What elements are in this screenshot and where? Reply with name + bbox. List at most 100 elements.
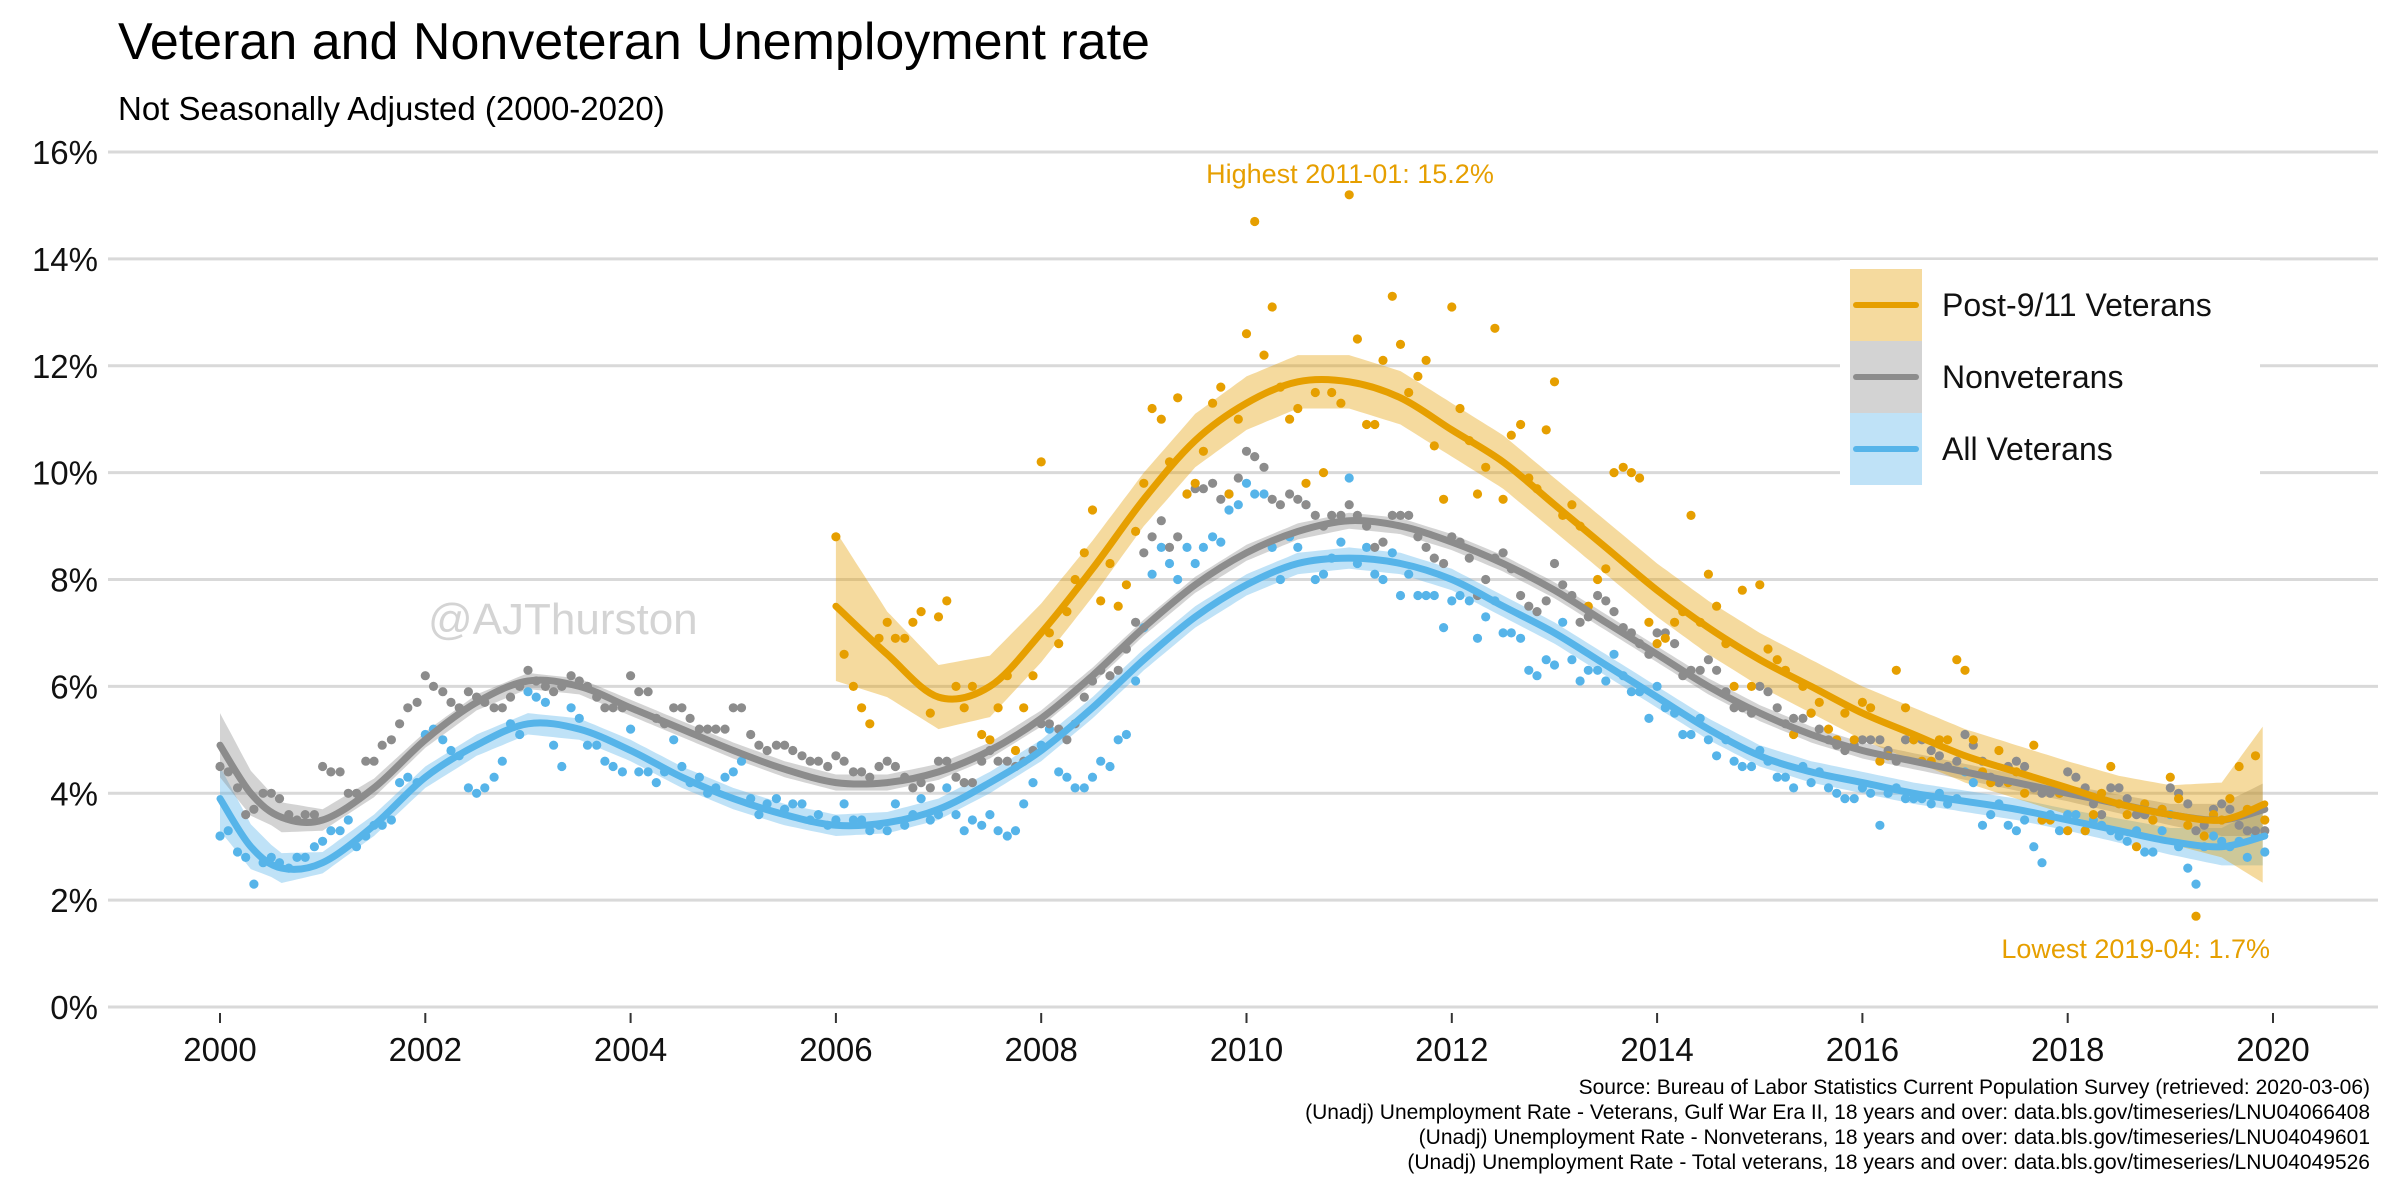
data-point (1609, 468, 1619, 478)
data-point (1105, 558, 1115, 569)
data-point (2260, 826, 2270, 836)
data-point (1208, 478, 1218, 488)
y-axis-ticks: 0% 2% 4% 6% 8% 10% 12% 14% 16% (32, 134, 98, 1026)
data-point (1395, 590, 1406, 601)
data-point (1275, 500, 1285, 510)
data-point (403, 703, 413, 713)
data-point (1670, 639, 1680, 649)
data-point (1131, 617, 1141, 627)
data-point (1293, 494, 1303, 504)
data-point (2063, 826, 2073, 836)
data-point (857, 767, 867, 777)
data-point (223, 826, 233, 836)
data-point (1139, 548, 1149, 558)
data-point (1208, 532, 1218, 542)
data-point (1198, 542, 1208, 553)
data-point (1806, 778, 1816, 788)
y-tick-label: 8% (50, 562, 98, 599)
data-point (1609, 649, 1619, 659)
data-point (703, 724, 713, 734)
data-point (1464, 553, 1474, 563)
data-point (762, 745, 772, 756)
data-point (523, 665, 533, 675)
data-point (549, 740, 559, 750)
data-point (1352, 334, 1362, 344)
chart-subtitle: Not Seasonally Adjusted (2000-2020) (118, 90, 665, 127)
data-point (1002, 756, 1012, 766)
data-point (600, 756, 610, 766)
data-point (1601, 596, 1611, 606)
data-point (428, 681, 439, 692)
data-point (916, 794, 926, 804)
data-point (318, 836, 328, 846)
data-point (1516, 633, 1526, 643)
y-tick-label: 4% (50, 775, 98, 812)
data-point (1344, 473, 1354, 483)
data-point (2088, 810, 2098, 820)
data-point (1285, 489, 1295, 499)
data-point (1541, 425, 1551, 435)
data-point (1644, 713, 1654, 724)
data-point (497, 756, 507, 766)
data-point (497, 703, 507, 713)
source-notes: Source: Bureau of Labor Statistics Curre… (1305, 1075, 2370, 1175)
data-point (2234, 820, 2244, 830)
data-point (2165, 772, 2175, 782)
data-point (728, 703, 738, 713)
data-point (1208, 398, 1218, 408)
data-point (1413, 590, 1423, 601)
data-point (1934, 751, 1944, 761)
data-point (848, 767, 859, 777)
data-point (959, 826, 969, 836)
data-point (1019, 799, 1029, 809)
data-point (2020, 788, 2030, 798)
data-point (617, 767, 628, 777)
data-point (472, 788, 482, 798)
data-point (1079, 548, 1089, 558)
data-point (908, 617, 918, 627)
data-point (1857, 697, 1867, 708)
data-point (600, 703, 610, 713)
annotation-label: Lowest 2019-04: 1.7% (2001, 934, 2270, 964)
data-point (1849, 794, 1859, 804)
data-point (1994, 745, 2004, 756)
data-point (1378, 537, 1388, 547)
data-point (1087, 772, 1098, 782)
data-point (916, 607, 926, 617)
data-point (694, 772, 705, 782)
data-point (1044, 719, 1054, 729)
data-point (1498, 548, 1508, 558)
data-point (2011, 826, 2021, 836)
data-point (977, 820, 987, 830)
data-point (1293, 542, 1303, 553)
data-point (1652, 639, 1662, 649)
legend-label: Post-9/11 Veterans (1942, 287, 2212, 323)
data-point (1028, 671, 1038, 681)
source-line: (Unadj) Unemployment Rate - Total vetera… (1407, 1151, 2370, 1174)
data-point (1772, 772, 1782, 782)
data-point (839, 649, 849, 659)
data-point (1763, 644, 1773, 654)
data-point (711, 724, 721, 734)
data-point (1010, 826, 1021, 836)
data-point (754, 810, 764, 820)
data-point (643, 687, 653, 697)
y-tick-label: 16% (32, 134, 98, 171)
data-point (1310, 574, 1320, 585)
data-point (1652, 681, 1662, 692)
data-point (805, 756, 815, 766)
data-point (343, 815, 353, 825)
data-point (951, 681, 961, 692)
data-point (1113, 601, 1123, 611)
data-point (463, 687, 473, 697)
chart-title: Veteran and Nonveteran Unemployment rate (118, 13, 1150, 71)
data-point (1395, 510, 1406, 520)
data-point (1224, 489, 1234, 499)
data-point (720, 724, 730, 734)
data-point (1173, 393, 1183, 403)
data-point (1652, 628, 1662, 638)
data-point (215, 831, 225, 841)
data-point (882, 617, 892, 627)
data-point (1900, 735, 1911, 745)
data-point (1336, 398, 1346, 408)
